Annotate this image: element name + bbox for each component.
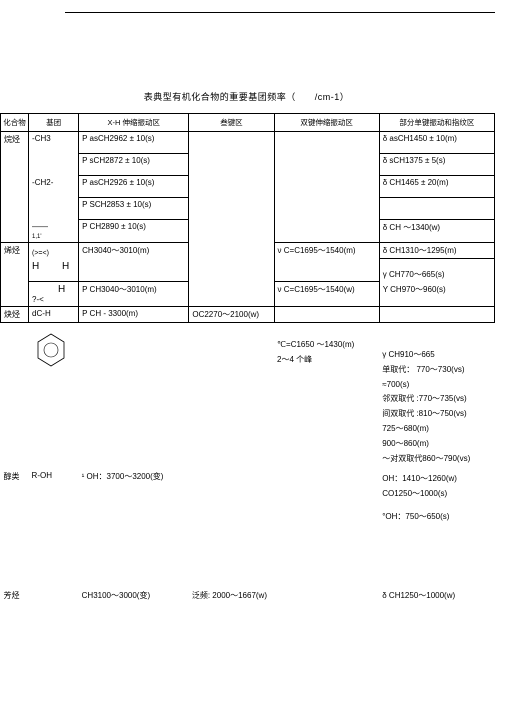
table-title: 表典型有机化合物的重要基团频率（ /cm-1）: [0, 90, 493, 103]
spacer-cell: [1, 528, 495, 588]
cell-group: [29, 588, 79, 603]
cell-finger: δ asCH1450 ± 10(m): [379, 132, 494, 154]
cell-xh: P SCH2853 ± 10(s): [79, 198, 189, 220]
cell-compound: 烯烃: [1, 242, 29, 307]
double-line: ℃=C1650 ～1430(m): [277, 339, 376, 352]
hdr-triple: 叁键区: [189, 114, 274, 132]
cell-finger: γ CH910～665 单取代： 770～730(vs) ≈700(s) 邻双取…: [379, 323, 494, 470]
cell-compound: 炔烃: [1, 307, 29, 323]
cell-compound: [1, 323, 29, 470]
svg-text:(>=<): (>=<): [32, 250, 49, 257]
cell-xh: ¹ OH：3700～3200(变): [79, 469, 189, 527]
cell-xh: P CH2890 ± 10(s): [79, 220, 189, 243]
cell-xh: P asCH2962 ± 10(s): [79, 132, 189, 154]
finger-line: 邻双取代 :770～735(vs): [382, 393, 491, 406]
hdr-group: 基团: [29, 114, 79, 132]
cell-group: (>=<) H H: [29, 242, 79, 282]
cell-finger: δ CH1250～1000(w): [379, 588, 494, 603]
spectra-table: 化合物 基团 X-H 伸缩振动区 叁键区 双键伸缩振动区 部分单键振动和指纹区 …: [0, 113, 495, 603]
cell-finger: δ CH ～1340(w): [379, 220, 494, 243]
cell-group: -CH3: [29, 132, 79, 154]
finger-line: γ CH910～665: [382, 349, 491, 362]
cell-xh: P asCH2926 ± 10(s): [79, 176, 189, 198]
finger-line: OH：1410～1260(w): [382, 473, 491, 486]
cell-double: [274, 469, 379, 527]
cell-group: dC-H: [29, 307, 79, 323]
cell-double: ν C=C1695～1540(m): [274, 242, 379, 282]
cell-triple: OC2270～2100(w): [189, 307, 274, 323]
cell-triple: [189, 132, 274, 307]
finger-line: 间双取代 :810～750(vs): [382, 408, 491, 421]
finger-line: ～对双取代860～790(vs): [382, 453, 491, 466]
cell-double: ℃=C1650 ～1430(m) 2～4 个峰: [274, 323, 379, 470]
table-row: 炔烃 dC-H P CH - 3300(m) OC2270～2100(w): [1, 307, 495, 323]
table-row: 烷烃 -CH3 P asCH2962 ± 10(s) δ asCH1450 ± …: [1, 132, 495, 154]
cell-group: [29, 198, 79, 220]
cell-group: [29, 154, 79, 176]
cell-finger: [379, 307, 494, 323]
finger-line: CO1250～1000(s): [382, 488, 491, 501]
cell-finger: γ CH770～665(s): [379, 258, 494, 282]
cell-group: —— 1,1': [29, 220, 79, 243]
benzene-ring-icon: [34, 331, 68, 369]
cell-group: R-OH: [29, 469, 79, 527]
cell-double: [274, 588, 379, 603]
cell-group: H ?-<: [29, 282, 79, 307]
cell-double: ν C=C1695～1540(w): [274, 282, 379, 307]
group-h: H: [58, 284, 65, 295]
cell-double: [274, 132, 379, 243]
group-line-bot: 1,1': [32, 234, 42, 240]
cell-finger: δ sCH1375 ± 5(s): [379, 154, 494, 176]
cell-xh: P sCH2872 ± 10(s): [79, 154, 189, 176]
cell-triple: 泛频: 2000～1667(w): [189, 588, 274, 603]
cell-xh: P CH - 3300(m): [79, 307, 189, 323]
cell-finger: δ CH1310～1295(m): [379, 242, 494, 258]
cell-compound: 烷烃: [1, 132, 29, 243]
hdr-double: 双键伸缩振动区: [274, 114, 379, 132]
cell-triple: [189, 469, 274, 527]
cell-xh: [79, 323, 189, 470]
cell-finger: OH：1410～1260(w) CO1250～1000(s) °OH：750～6…: [379, 469, 494, 527]
cell-xh: CH3100～3000(变): [79, 588, 189, 603]
cell-xh: P CH3040～3010(m): [79, 282, 189, 307]
svg-text:H: H: [32, 261, 39, 272]
cell-finger: [379, 198, 494, 220]
table-row: ℃=C1650 ～1430(m) 2～4 个峰 γ CH910～665 单取代：…: [1, 323, 495, 470]
cell-xh: CH3040～3010(m): [79, 242, 189, 282]
finger-line: ≈700(s): [382, 379, 491, 392]
table-row: 芳烃 CH3100～3000(变) 泛频: 2000～1667(w) δ CH1…: [1, 588, 495, 603]
page-top-rule: [65, 12, 495, 13]
table-row: 醇类 R-OH ¹ OH：3700～3200(变) OH：1410～1260(w…: [1, 469, 495, 527]
group-text: ?-<: [32, 295, 44, 304]
finger-line: °OH：750～650(s): [382, 511, 491, 524]
vinyl-structure-icon: (>=<) H H: [32, 245, 76, 275]
hdr-xh: X-H 伸缩振动区: [79, 114, 189, 132]
table-row: [1, 528, 495, 588]
cell-compound: 芳烃: [1, 588, 29, 603]
hdr-compound: 化合物: [1, 114, 29, 132]
hdr-finger: 部分单键振动和指纹区: [379, 114, 494, 132]
svg-text:H: H: [62, 261, 69, 272]
cell-group: [29, 323, 79, 470]
finger-line: 725～680(m): [382, 423, 491, 436]
cell-group: -CH2-: [29, 176, 79, 198]
finger-line: 单取代： 770～730(vs): [382, 364, 491, 377]
finger-line: 900～860(m): [382, 438, 491, 451]
header-row: 化合物 基团 X-H 伸缩振动区 叁键区 双键伸缩振动区 部分单键振动和指纹区: [1, 114, 495, 132]
cell-finger: δ CH1465 ± 20(m): [379, 176, 494, 198]
cell-compound: 醇类: [1, 469, 29, 527]
double-line: 2～4 个峰: [277, 354, 376, 367]
cell-double: [274, 307, 379, 323]
cell-finger: Y CH970～960(s): [379, 282, 494, 307]
group-line-top: ——: [32, 222, 48, 231]
cell-triple: [189, 323, 274, 470]
